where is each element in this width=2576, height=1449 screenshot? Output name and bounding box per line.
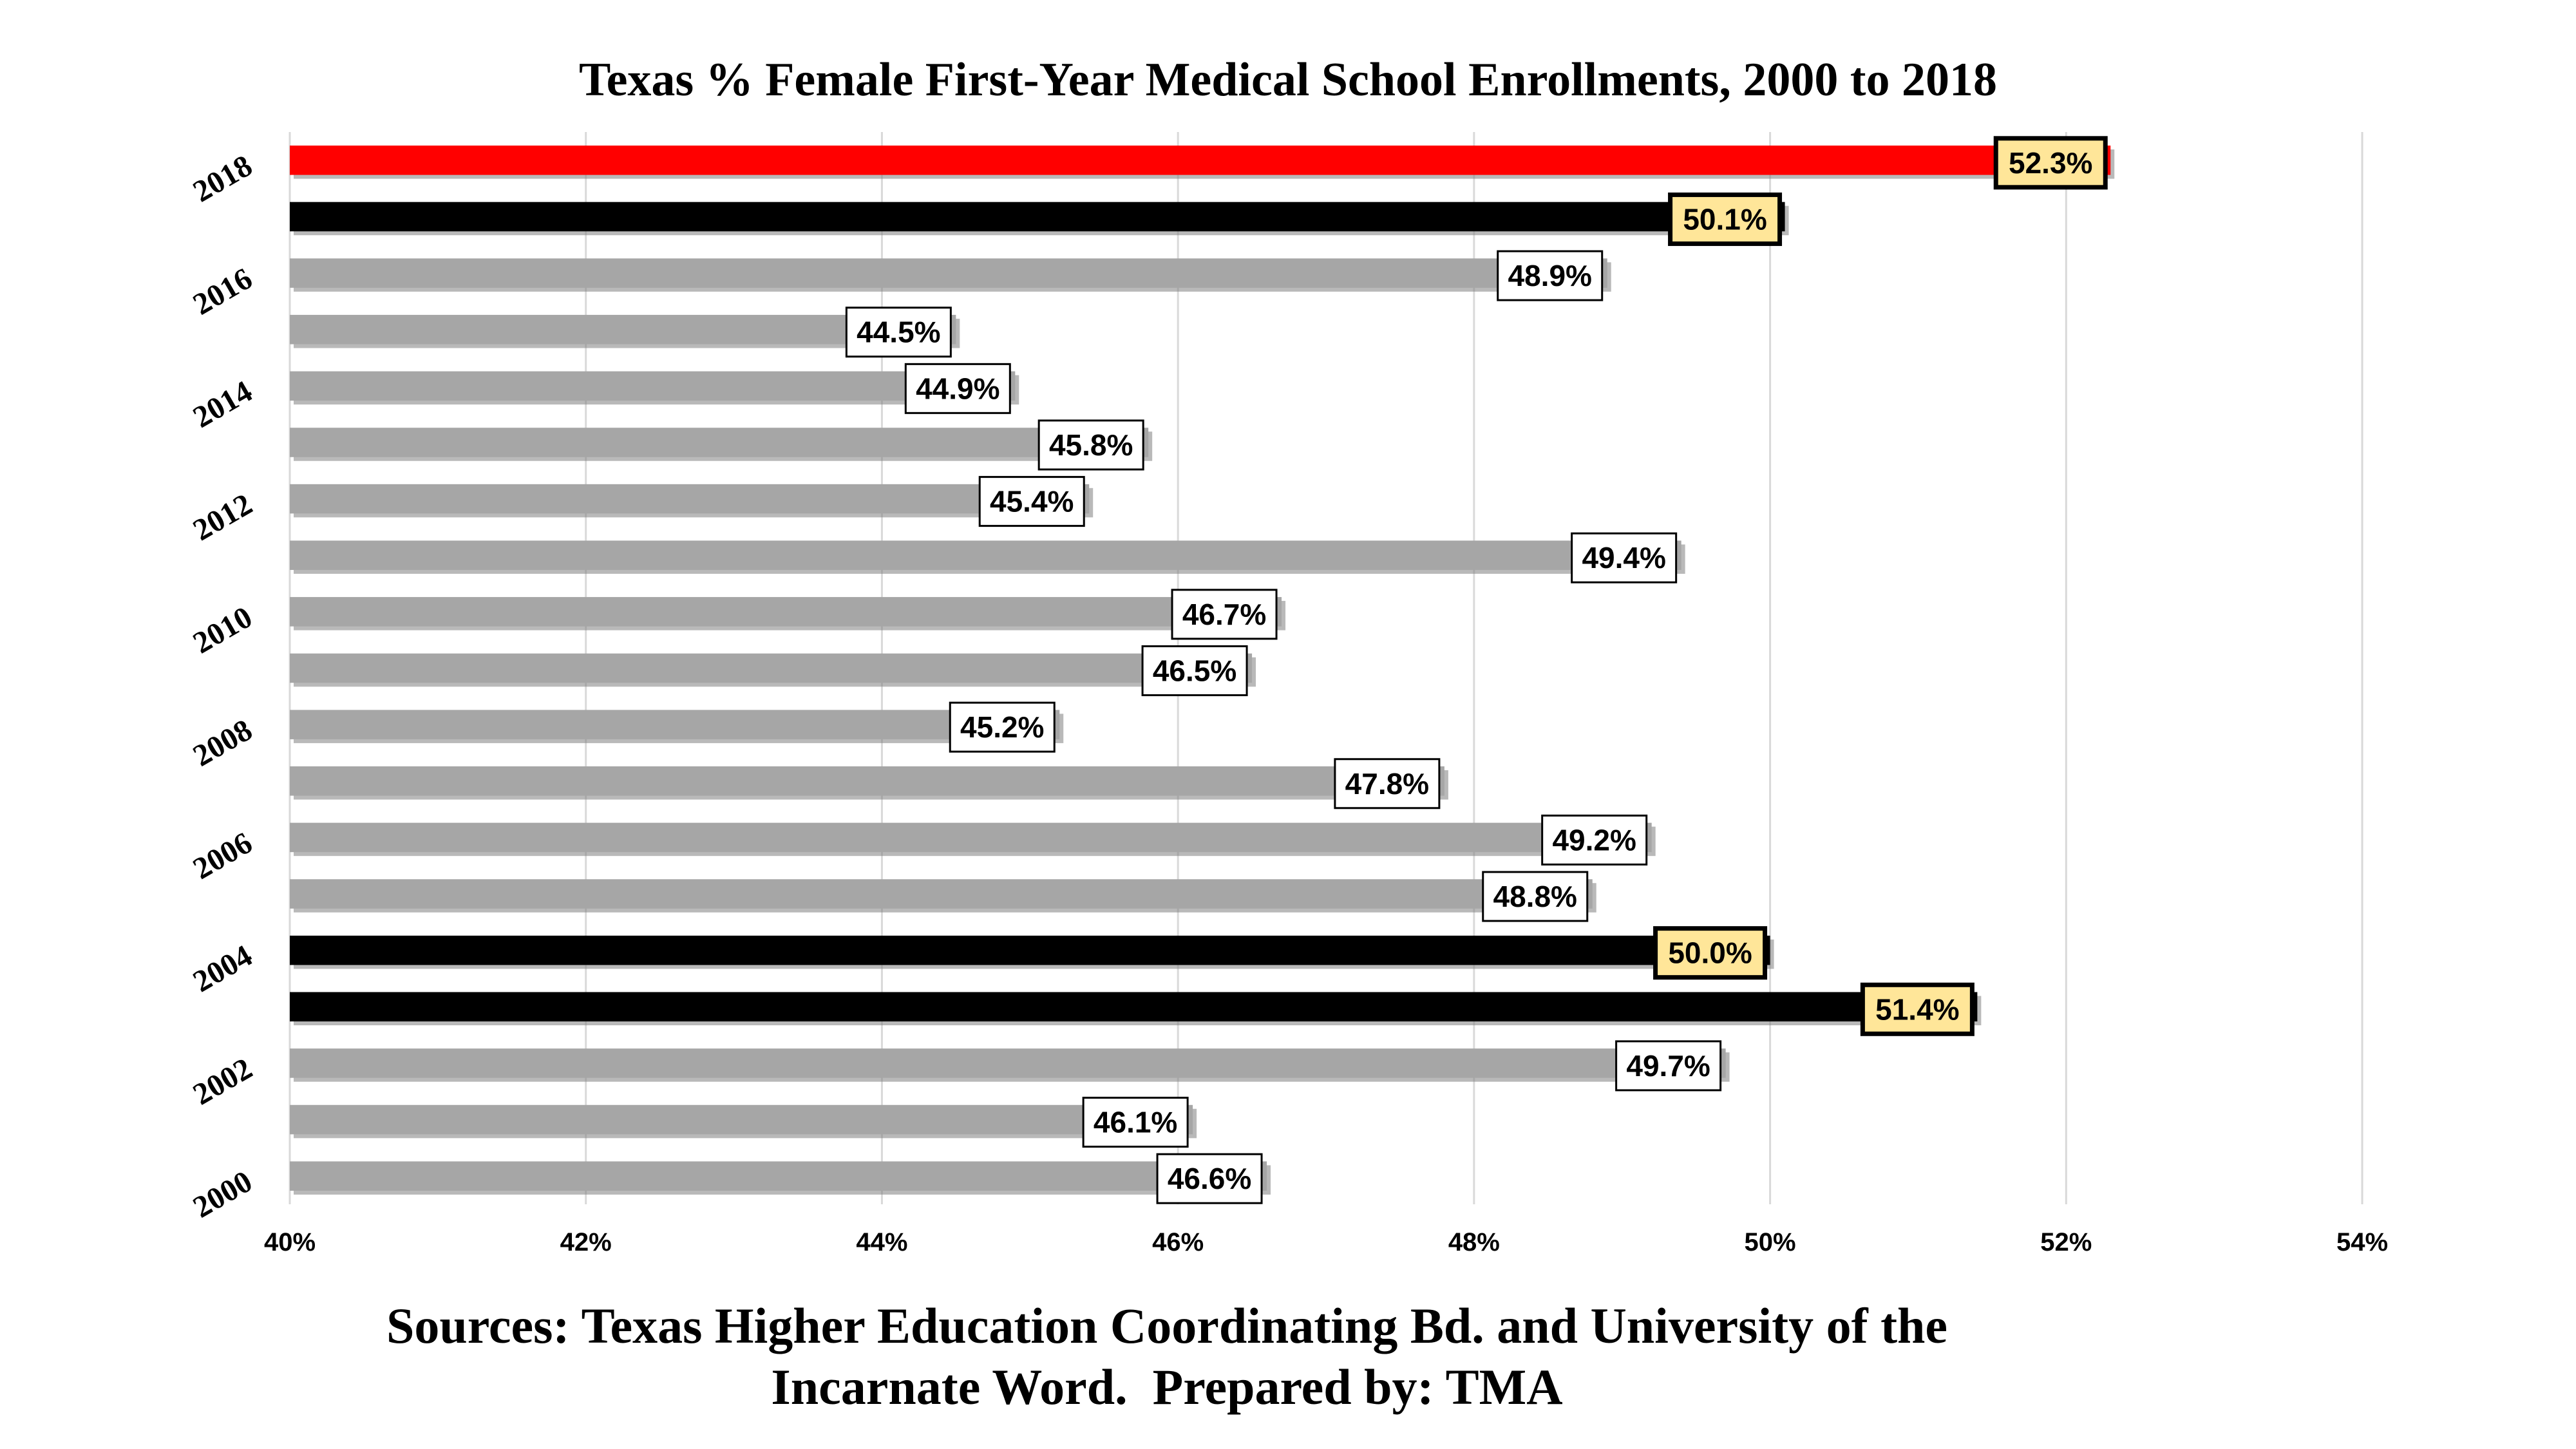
data-label-box-2014: [904, 363, 1011, 414]
data-label-box-2001: [1082, 1097, 1189, 1148]
x-tick-label-2: 44%: [856, 1228, 907, 1256]
x-tick-label-1: 42%: [560, 1228, 612, 1256]
bar-2010: [290, 597, 1282, 627]
data-label-box-2011: [1571, 532, 1678, 583]
y-tick-label-2012: 2012: [187, 487, 258, 547]
x-tick-label-3: 46%: [1152, 1228, 1204, 1256]
data-label-box-2006: [1541, 814, 1648, 866]
data-label-2014: 44.9%: [916, 372, 999, 405]
data-label-box-2000: [1156, 1153, 1263, 1204]
bar-2000: [290, 1161, 1267, 1191]
data-label-2004: 50.0%: [1668, 936, 1752, 970]
bar-2013: [290, 428, 1149, 457]
bar-2011: [290, 540, 1681, 571]
data-label-2000: 46.6%: [1168, 1162, 1251, 1195]
bar-2006: [290, 822, 1652, 853]
x-tick-label-7: 54%: [2336, 1228, 2388, 1256]
data-label-2008: 45.2%: [960, 710, 1044, 744]
data-label-2007: 47.8%: [1345, 767, 1429, 800]
bar-2015: [290, 314, 956, 345]
bar-2003: [290, 992, 1978, 1022]
data-label-box-2010: [1171, 589, 1278, 640]
data-label-2011: 49.4%: [1582, 541, 1665, 574]
bar-2018: [290, 146, 2111, 175]
data-label-box-2008: [949, 701, 1056, 753]
data-label-box-2003: [1860, 982, 1975, 1036]
data-label-box-2012: [978, 476, 1085, 527]
y-axis-ticks: 2000 2002 2004 2006 2008 2010 2012 2014 2016 2018: [187, 148, 258, 1224]
y-tick-label-2014: 2014: [187, 374, 258, 435]
bar-2012: [290, 484, 1090, 514]
data-label-2009: 46.5%: [1153, 654, 1236, 688]
x-tick-label-5: 50%: [1745, 1228, 1796, 1256]
x-tick-label-6: 52%: [2040, 1228, 2092, 1256]
bar-2016: [290, 258, 1607, 288]
y-tick-label-2000: 2000: [187, 1164, 258, 1225]
data-label-2013: 45.8%: [1049, 428, 1133, 462]
data-label-box-2005: [1482, 871, 1589, 922]
y-tick-label-2018: 2018: [187, 148, 258, 209]
bar-2001: [290, 1104, 1193, 1135]
y-tick-label-2010: 2010: [187, 600, 258, 660]
data-label-box-2013: [1037, 419, 1144, 471]
data-label-box-2002: [1615, 1040, 1722, 1092]
bar-2017: [290, 202, 1785, 232]
data-label-2003: 51.4%: [1875, 992, 1959, 1026]
data-label-2017: 50.1%: [1683, 202, 1766, 236]
data-label-box-2009: [1141, 645, 1248, 696]
bar-2002: [290, 1048, 1726, 1078]
bar-2009: [290, 653, 1253, 683]
source-line-1: Sources: Texas Higher Education Coordina…: [386, 1298, 1947, 1354]
bar-2004: [290, 935, 1770, 965]
chart-title: Texas % Female First-Year Medical School…: [579, 53, 1997, 106]
data-label-box-2018: [1993, 136, 2108, 190]
y-tick-label-2004: 2004: [187, 938, 258, 999]
data-label-2006: 49.2%: [1552, 823, 1636, 857]
bar-2008: [290, 710, 1060, 739]
bar-2005: [290, 879, 1593, 909]
data-label-2001: 46.1%: [1094, 1106, 1177, 1139]
y-tick-label-2008: 2008: [187, 713, 258, 773]
data-label-box-2007: [1334, 758, 1441, 810]
data-label-2010: 46.7%: [1182, 598, 1266, 631]
y-tick-label-2016: 2016: [187, 261, 258, 322]
data-label-2012: 45.4%: [990, 485, 1074, 518]
data-label-2005: 48.8%: [1493, 880, 1577, 913]
bars: 46.6% 46.1% 49.7% 51.4% 50.0% 48.8% 49.2% 47.8%…: [290, 136, 2115, 1204]
x-tick-label-0: 40%: [264, 1228, 316, 1256]
data-label-2015: 44.5%: [857, 316, 940, 349]
source-line-2: Incarnate Word. Prepared by: TMA: [771, 1359, 1562, 1415]
x-tick-label-4: 48%: [1448, 1228, 1500, 1256]
data-label-2002: 49.7%: [1626, 1049, 1710, 1083]
data-label-box-2017: [1668, 192, 1783, 246]
data-label-box-2015: [845, 307, 952, 358]
x-axis-ticks: 40% 42% 44% 46% 48% 50% 52% 54%: [264, 1228, 2388, 1256]
data-label-box-2004: [1653, 926, 1768, 980]
data-label-2016: 48.9%: [1508, 259, 1592, 292]
bar-2014: [290, 371, 1016, 401]
data-label-box-2016: [1497, 250, 1604, 301]
data-label-2018: 52.3%: [2009, 146, 2092, 180]
bar-2007: [290, 766, 1444, 796]
y-tick-label-2002: 2002: [187, 1052, 258, 1112]
y-tick-label-2006: 2006: [187, 826, 258, 886]
